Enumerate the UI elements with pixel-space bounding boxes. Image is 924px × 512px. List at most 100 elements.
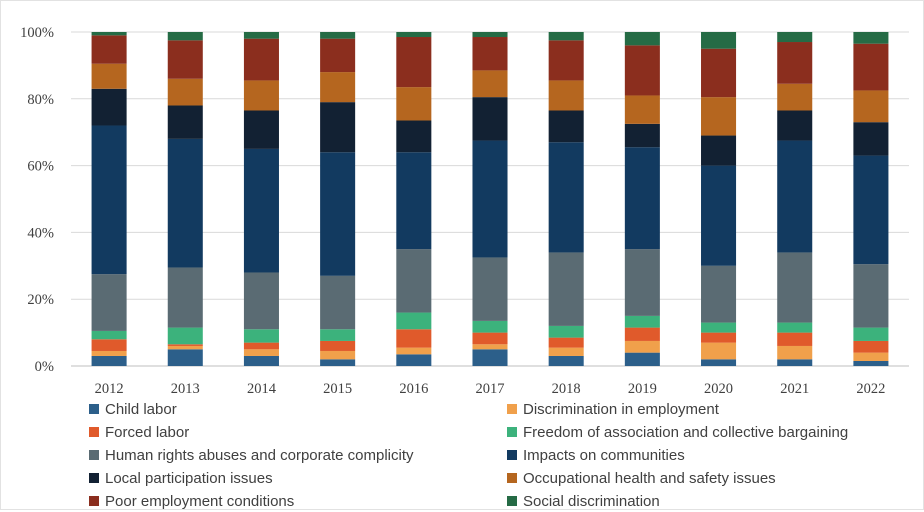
bar-segment [167,344,203,346]
y-tick-label: 100% [20,25,54,41]
bar-segment [396,120,432,153]
bar-stack-2018 [548,32,584,366]
legend-item: Child labor [89,398,177,420]
bar-segment [472,332,508,345]
bar-segment [548,80,584,111]
bar-segment [853,352,889,361]
x-axis: 2012 2013 2014 2015 2016 2017 2018 2019 2020 2021… [95,381,886,396]
bar-segment [91,125,127,275]
bar-segment [472,32,508,38]
bar-segment [167,349,203,366]
legend-label: Social discrimination [523,492,660,510]
bar-segment [472,140,508,258]
bar-segment [243,355,279,366]
legend-item: Human rights abuses and corporate compli… [89,444,413,466]
bar-segment [777,110,813,141]
legend-label: Freedom of association and collective ba… [523,423,849,441]
y-axis: 0% 20% 40% 60% 80% 100% [20,25,54,375]
bar-segment [853,155,889,265]
bar-segment [777,322,813,333]
bar-segment [472,97,508,141]
bars [91,32,889,366]
bar-segment [472,349,508,366]
bar-segment [777,32,813,43]
x-tick-label: 2017 [476,381,505,396]
bar-segment [396,347,432,355]
bar-segment [320,340,356,351]
bar-segment [701,322,737,333]
bar-segment [548,252,584,326]
bar-segment [777,345,813,360]
legend-item: Freedom of association and collective ba… [507,421,848,443]
legend-label: Forced labor [105,423,190,441]
bar-segment [320,102,356,153]
bar-segment [91,355,127,366]
bar-segment [243,272,279,330]
bar-segment [396,152,432,250]
bar-segment [472,70,508,98]
x-tick-label: 2015 [323,381,352,396]
legend-item: Discrimination in employment [507,398,719,420]
bar-segment [243,38,279,81]
bar-segment [472,257,508,321]
bar-segment [396,329,432,348]
bar-segment [167,138,203,268]
bar-segment [91,350,127,356]
x-tick-label: 2016 [399,381,428,396]
bar-stack-2022 [853,32,889,366]
bar-segment [91,88,127,126]
bar-segment [320,38,356,73]
bar-segment [701,135,737,166]
bar-segment [701,265,737,323]
legend-swatch [89,450,99,460]
bar-segment [320,350,356,360]
bar-segment [853,32,889,44]
bar-segment [853,327,889,341]
bar-segment [91,32,127,36]
bar-segment [91,339,127,351]
bar-segment [320,359,356,366]
bar-segment [548,110,584,143]
bar-segment [243,148,279,273]
y-tick-label: 40% [27,225,54,241]
bar-segment [472,344,508,350]
legend-swatch [89,427,99,437]
bar-segment [701,342,737,360]
bar-segment [167,40,203,79]
bar-segment [548,337,584,348]
bar-segment [624,249,660,316]
legend-item: Poor employment conditions [89,490,294,512]
legend-label: Child labor [105,400,177,418]
x-tick-label: 2020 [704,381,733,396]
bar-segment [320,32,356,39]
bar-segment [320,72,356,103]
bar-segment [624,45,660,96]
legend-item: Forced labor [89,421,189,443]
bar-segment [701,32,737,49]
bar-segment [701,359,737,366]
bar-segment [243,349,279,356]
bar-segment [320,275,356,330]
y-tick-label: 80% [27,92,54,108]
bar-segment [548,325,584,338]
bar-stack-2020 [701,32,737,366]
bar-segment [167,78,203,106]
bar-segment [396,32,432,38]
bar-segment [624,315,660,328]
legend-swatch [507,427,517,437]
bar-segment [701,332,737,343]
legend-label: Poor employment conditions [105,492,295,510]
legend-swatch [89,404,99,414]
bar-segment [853,90,889,123]
legend-item: Social discrimination [507,490,660,512]
legend-item: Local participation issues [89,467,273,489]
x-tick-label: 2022 [856,381,885,396]
y-tick-label: 60% [27,159,54,175]
legend-swatch [507,496,517,506]
bar-segment [853,360,889,366]
x-tick-label: 2019 [628,381,657,396]
legend-swatch [89,496,99,506]
bar-segment [91,274,127,331]
bar-stack-2019 [624,32,660,366]
